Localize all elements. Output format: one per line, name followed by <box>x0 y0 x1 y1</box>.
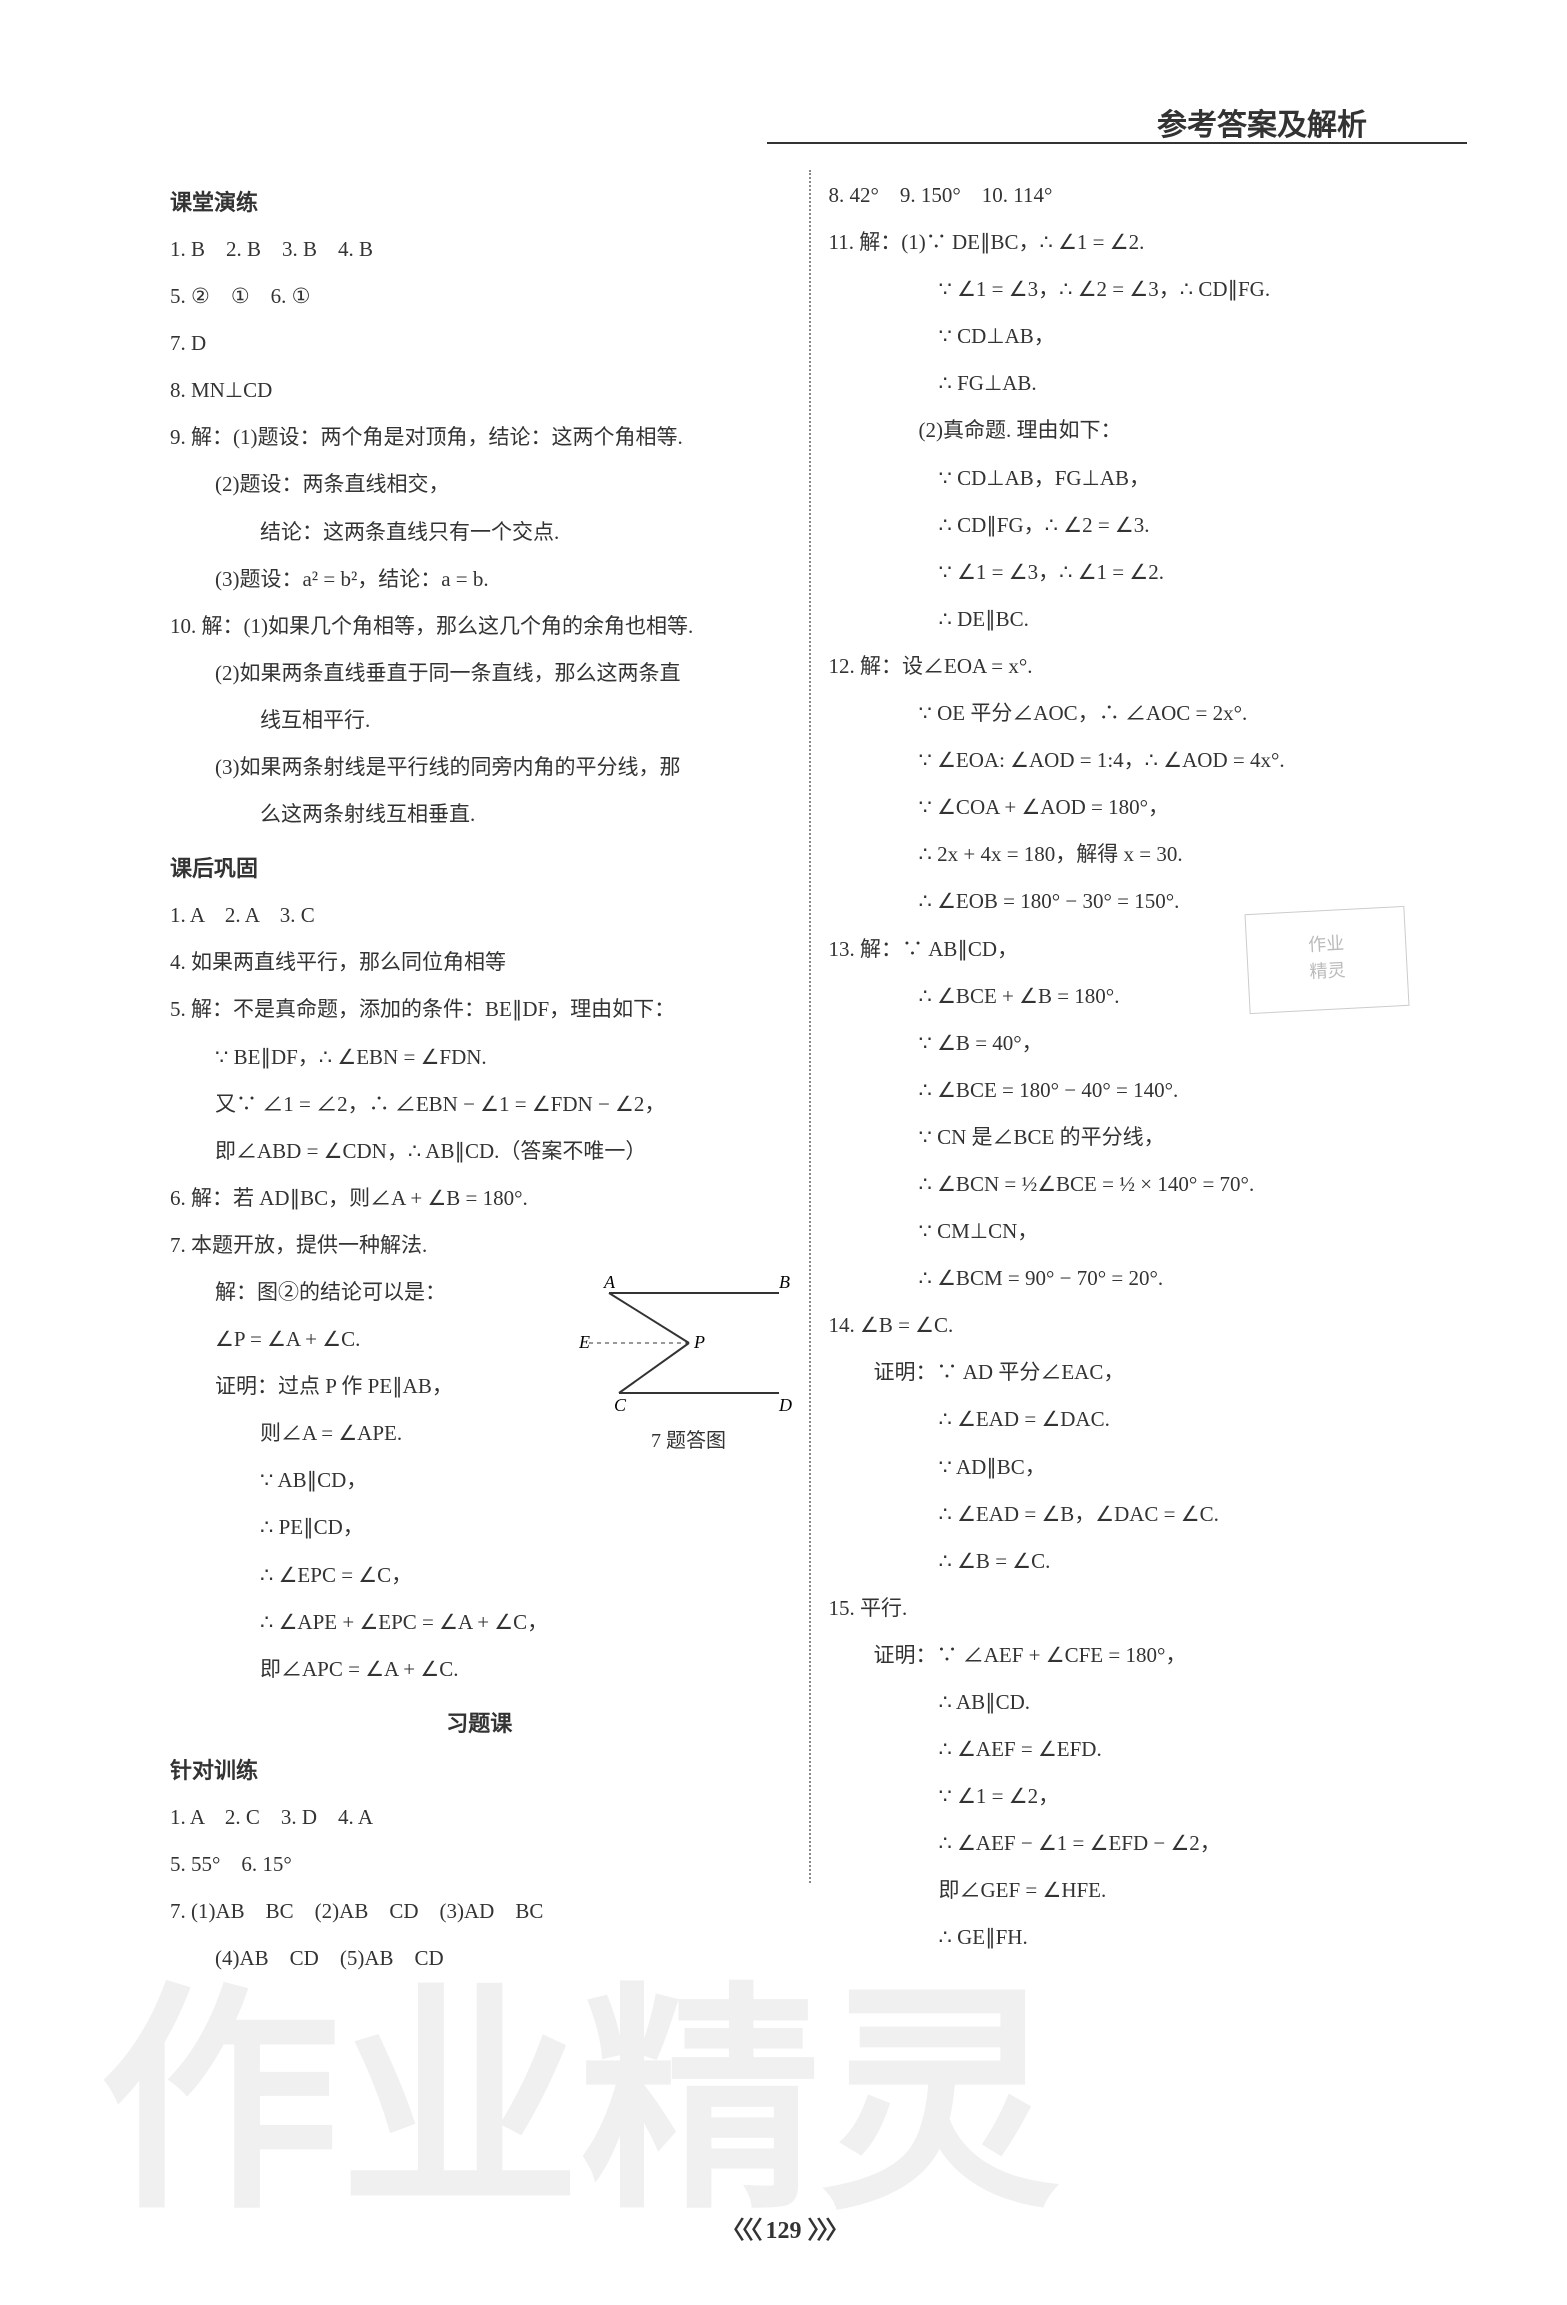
text-line: ∴ FG⊥AB. <box>829 361 1448 405</box>
header-title: 参考答案及解析 <box>1157 100 1367 144</box>
text-line: 1. B 2. B 3. B 4. B <box>170 227 789 271</box>
text-line: ∴ CD∥FG，∴ ∠2 = ∠3. <box>829 503 1448 547</box>
text-line: 15. 平行. <box>829 1586 1448 1630</box>
page-num: 129 <box>766 2218 802 2244</box>
text-line: ∴ ∠EAD = ∠B，∠DAC = ∠C. <box>829 1492 1448 1536</box>
text-line: ∴ ∠BCE = 180° − 40° = 140°. <box>829 1068 1448 1112</box>
text-line: ∵ AB∥CD， <box>170 1458 789 1502</box>
section-body: 1. A 2. C 3. D 4. A5. 55° 6. 15°7. (1)AB… <box>170 1795 789 1980</box>
text-line: 即∠GEF = ∠HFE. <box>829 1868 1448 1912</box>
text-line: 么这两条射线互相垂直. <box>170 792 789 836</box>
text-line: 14. ∠B = ∠C. <box>829 1303 1448 1347</box>
bracket-right: 〉〉〉 <box>808 2218 847 2244</box>
text-line: 线互相平行. <box>170 698 789 742</box>
text-line: 6. 解：若 AD∥BC，则∠A + ∠B = 180°. <box>170 1176 789 1220</box>
svg-text:P: P <box>693 1332 705 1352</box>
text-line: ∵ BE∥DF，∴ ∠EBN = ∠FDN. <box>170 1035 789 1079</box>
text-line: 10. 解：(1)如果几个角相等，那么这几个角的余角也相等. <box>170 604 789 648</box>
section-heading: 针对训练 <box>170 1753 789 1785</box>
page-number: 〈〈〈 129 〉〉〉 <box>721 2210 847 2245</box>
text-line: (2)如果两条直线垂直于同一条直线，那么这两条直 <box>170 651 789 695</box>
text-line: 7. (1)AB BC (2)AB CD (3)AD BC <box>170 1889 789 1933</box>
text-line: 即∠APC = ∠A + ∠C. <box>170 1647 789 1691</box>
text-line: ∴ ∠BCN = ½∠BCE = ½ × 140° = 70°. <box>829 1162 1448 1206</box>
section-body: 1. B 2. B 3. B 4. B5. ② ① 6. ①7. D8. MN⊥… <box>170 227 789 836</box>
svg-text:B: B <box>779 1273 790 1292</box>
text-line: ∵ CD⊥AB， <box>829 314 1448 358</box>
text-line: ∴ 2x + 4x = 180，解得 x = 30. <box>829 832 1448 876</box>
text-line: 4. 如果两直线平行，那么同位角相等 <box>170 940 789 984</box>
text-line: 12. 解：设∠EOA = x°. <box>829 644 1448 688</box>
diagram-svg: A B E P C D <box>579 1273 799 1413</box>
text-line: ∴ ∠EPC = ∠C， <box>170 1553 789 1597</box>
text-line: ∴ ∠AEF = ∠EFD. <box>829 1727 1448 1771</box>
section-heading: 习题课 <box>170 1706 789 1738</box>
text-line: ∵ OE 平分∠AOC，∴ ∠AOC = 2x°. <box>829 691 1448 735</box>
text-line: 结论：这两条直线只有一个交点. <box>170 510 789 554</box>
section-heading: 课后巩固 <box>170 851 789 883</box>
text-line: 8. MN⊥CD <box>170 368 789 412</box>
diagram-q7: A B E P C D 7 题答图 <box>579 1273 799 1453</box>
text-line: (3)如果两条射线是平行线的同旁内角的平分线，那 <box>170 745 789 789</box>
text-line: ∴ ∠B = ∠C. <box>829 1539 1448 1583</box>
text-line: ∵ ∠COA + ∠AOD = 180°， <box>829 785 1448 829</box>
text-line: (3)题设：a² = b²，结论：a = b. <box>170 557 789 601</box>
text-line: ∵ ∠EOA: ∠AOD = 1:4，∴ ∠AOD = 4x°. <box>829 738 1448 782</box>
text-line: (2)题设：两条直线相交， <box>170 462 789 506</box>
text-line: 1. A 2. C 3. D 4. A <box>170 1795 789 1839</box>
text-line: 证明：∵ ∠AEF + ∠CFE = 180°， <box>829 1633 1448 1677</box>
text-line: 即∠ABD = ∠CDN，∴ AB∥CD.（答案不唯一） <box>170 1129 789 1173</box>
page-content: 课堂演练 1. B 2. B 3. B 4. B5. ② ① 6. ①7. D8… <box>150 170 1467 1983</box>
text-line: ∴ DE∥BC. <box>829 597 1448 641</box>
svg-text:E: E <box>579 1332 590 1352</box>
text-line: 7. D <box>170 321 789 365</box>
text-line: 5. 55° 6. 15° <box>170 1842 789 1886</box>
text-line: 9. 解：(1)题设：两个角是对顶角，结论：这两个角相等. <box>170 415 789 459</box>
text-line: ∴ ∠AEF − ∠1 = ∠EFD − ∠2， <box>829 1821 1448 1865</box>
svg-text:C: C <box>614 1395 627 1413</box>
text-line: ∵ ∠1 = ∠3，∴ ∠2 = ∠3，∴ CD∥FG. <box>829 267 1448 311</box>
text-line: ∴ ∠BCM = 90° − 70° = 20°. <box>829 1256 1448 1300</box>
text-line: ∵ ∠1 = ∠3，∴ ∠1 = ∠2. <box>829 550 1448 594</box>
text-line: 8. 42° 9. 150° 10. 114° <box>829 173 1448 217</box>
text-line: ∴ GE∥FH. <box>829 1915 1448 1959</box>
section-heading: 课堂演练 <box>170 185 789 217</box>
text-line: 11. 解：(1)∵ DE∥BC，∴ ∠1 = ∠2. <box>829 220 1448 264</box>
header-underline <box>767 142 1467 144</box>
diagram-caption: 7 题答图 <box>579 1424 799 1453</box>
text-line: 证明：∵ AD 平分∠EAC， <box>829 1350 1448 1394</box>
text-line: (4)AB CD (5)AB CD <box>170 1936 789 1980</box>
text-line: ∴ ∠APE + ∠EPC = ∠A + ∠C， <box>170 1600 789 1644</box>
text-line: 1. A 2. A 3. C <box>170 893 789 937</box>
text-line: ∵ CM⊥CN， <box>829 1209 1448 1253</box>
text-line: 又∵ ∠1 = ∠2，∴ ∠EBN − ∠1 = ∠FDN − ∠2， <box>170 1082 789 1126</box>
text-line: ∴ PE∥CD， <box>170 1505 789 1549</box>
section-body: 8. 42° 9. 150° 10. 114°11. 解：(1)∵ DE∥BC，… <box>829 173 1448 1960</box>
text-line: ∵ ∠B = 40°， <box>829 1021 1448 1065</box>
watermark-stamp: 作业 精灵 <box>1244 906 1409 1014</box>
right-column: 8. 42° 9. 150° 10. 114°11. 解：(1)∵ DE∥BC，… <box>809 170 1468 1983</box>
text-line: 5. 解：不是真命题，添加的条件：BE∥DF，理由如下： <box>170 987 789 1031</box>
svg-text:D: D <box>778 1395 792 1413</box>
left-column: 课堂演练 1. B 2. B 3. B 4. B5. ② ① 6. ①7. D8… <box>150 170 809 1983</box>
text-line: ∵ CN 是∠BCE 的平分线， <box>829 1115 1448 1159</box>
text-line: ∵ CD⊥AB，FG⊥AB， <box>829 456 1448 500</box>
text-line: ∵ AD∥BC， <box>829 1445 1448 1489</box>
text-line: ∴ ∠EAD = ∠DAC. <box>829 1397 1448 1441</box>
svg-text:A: A <box>603 1273 616 1292</box>
text-line: 7. 本题开放，提供一种解法. <box>170 1223 789 1267</box>
bracket-left: 〈〈〈 <box>721 2218 760 2244</box>
text-line: ∴ AB∥CD. <box>829 1680 1448 1724</box>
text-line: (2)真命题. 理由如下： <box>829 408 1448 452</box>
text-line: ∵ ∠1 = ∠2， <box>829 1774 1448 1818</box>
text-line: 5. ② ① 6. ① <box>170 274 789 318</box>
section-body: A B E P C D 7 题答图 1. A 2. A 3. C4. 如果两直线… <box>170 893 789 1691</box>
